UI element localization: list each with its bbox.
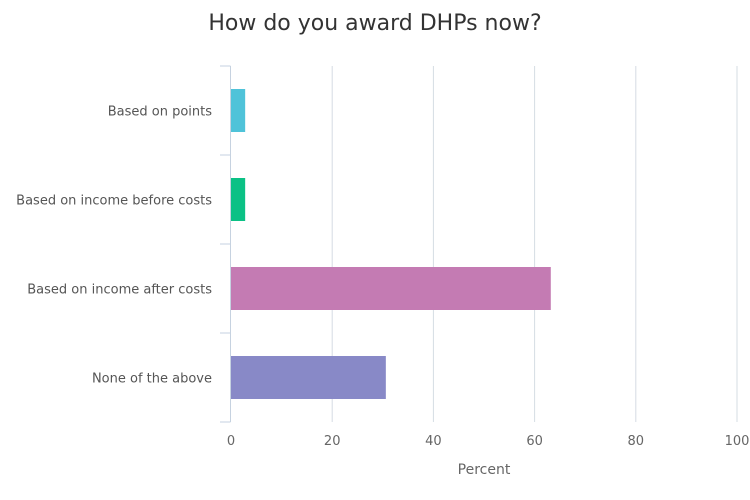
category-label: Based on income before costs	[16, 194, 212, 209]
x-tick-label: 20	[324, 434, 341, 449]
category-labels: Based on points Based on income before co…	[16, 105, 212, 387]
bar	[231, 356, 386, 399]
bar	[231, 178, 246, 221]
x-tick-label: 40	[425, 434, 442, 449]
bar	[231, 267, 551, 310]
tick-labels: 0 20 40 60 80 100	[227, 434, 750, 449]
category-label: Based on points	[108, 105, 213, 120]
x-tick-label: 0	[227, 434, 235, 449]
gridlines	[331, 66, 738, 422]
x-tick-label: 80	[628, 434, 645, 449]
bars	[231, 89, 551, 399]
x-axis-title: Percent	[458, 462, 511, 478]
x-tick-label: 60	[526, 434, 543, 449]
category-label: None of the above	[92, 372, 212, 387]
category-label: Based on income after costs	[27, 283, 212, 298]
bar	[231, 89, 246, 132]
axes	[220, 65, 231, 423]
x-tick-label: 100	[725, 434, 750, 449]
chart-title: How do you award DHPs now?	[208, 11, 541, 36]
